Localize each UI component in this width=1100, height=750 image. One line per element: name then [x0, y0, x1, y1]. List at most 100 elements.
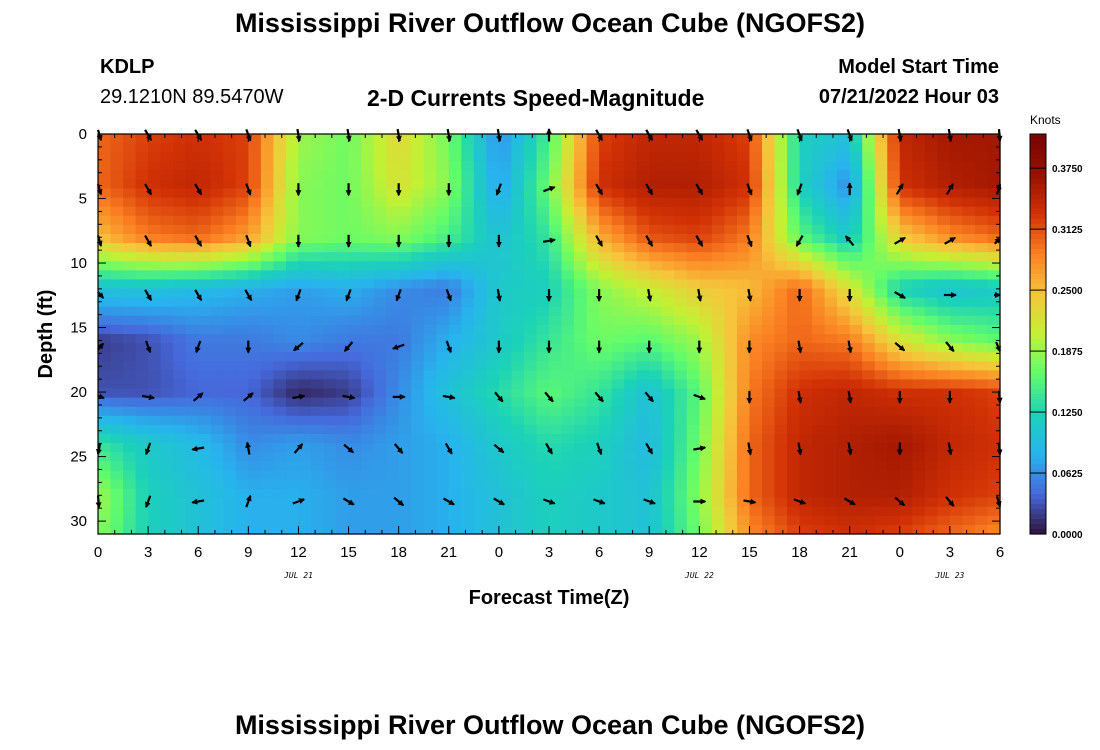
- heatmap-cell: [235, 515, 249, 526]
- heatmap-cell: [373, 406, 387, 417]
- heatmap-cell: [523, 524, 538, 535]
- heatmap-cell: [724, 315, 738, 326]
- heatmap-cell: [974, 397, 989, 408]
- heatmap-cell: [336, 170, 350, 181]
- heatmap-cell: [799, 434, 813, 444]
- heatmap-cell: [686, 434, 700, 444]
- heatmap-cell: [611, 206, 625, 217]
- heatmap-cell: [887, 243, 901, 253]
- heatmap-cell: [285, 188, 300, 199]
- heatmap-cell: [386, 315, 400, 326]
- heatmap-cell: [148, 406, 162, 417]
- heatmap-cell: [210, 288, 224, 299]
- colorbar-segment: [1030, 404, 1046, 410]
- heatmap-cell: [837, 252, 851, 262]
- heatmap-cell: [962, 224, 976, 235]
- heatmap-cell: [761, 261, 776, 271]
- heatmap-cell: [912, 206, 926, 217]
- heatmap-cell: [98, 397, 112, 408]
- heatmap-cell: [298, 197, 312, 208]
- heatmap-cell: [148, 361, 162, 371]
- heatmap-cell: [135, 334, 149, 344]
- heatmap-cell: [260, 506, 274, 517]
- heatmap-cell: [423, 315, 437, 326]
- heatmap-cell: [386, 443, 400, 453]
- heatmap-cell: [674, 261, 688, 271]
- heatmap-cell: [636, 252, 650, 262]
- heatmap-cell: [486, 270, 500, 281]
- heatmap-cell: [423, 461, 437, 471]
- heatmap-cell: [974, 161, 989, 171]
- heatmap-cell: [348, 370, 362, 381]
- heatmap-cell: [599, 252, 613, 262]
- heatmap-cell: [699, 406, 713, 417]
- heatmap-cell: [574, 488, 588, 499]
- heatmap-cell: [661, 161, 675, 171]
- heatmap-cell: [549, 515, 563, 526]
- current-arrow: [97, 291, 105, 299]
- heatmap-cell: [874, 279, 888, 290]
- heatmap-cell: [536, 161, 550, 171]
- heatmap-cell: [987, 470, 1001, 481]
- current-arrow: [142, 394, 155, 401]
- heatmap-cell: [310, 506, 325, 517]
- heatmap-cell: [874, 424, 888, 435]
- heatmap-cell: [787, 343, 801, 353]
- heatmap-cell: [473, 161, 487, 171]
- heatmap-cell: [774, 488, 788, 499]
- heatmap-cell: [285, 370, 300, 381]
- heatmap-cell: [298, 261, 312, 271]
- heatmap-cell: [736, 452, 751, 462]
- heatmap-cell: [812, 488, 826, 499]
- heatmap-cell: [724, 224, 738, 235]
- colorbar-segment: [1030, 199, 1046, 205]
- heatmap-cell: [110, 506, 124, 517]
- heatmap-cell: [386, 179, 400, 190]
- heatmap-cell: [386, 297, 400, 308]
- heatmap-cell: [912, 343, 926, 353]
- heatmap-cell: [98, 334, 112, 344]
- heatmap-cell: [436, 343, 450, 353]
- heatmap-cell: [699, 415, 713, 426]
- heatmap-cell: [611, 506, 625, 517]
- heatmap-cell: [198, 488, 212, 499]
- heatmap-cell: [160, 415, 174, 426]
- heatmap-cell: [749, 279, 763, 290]
- heatmap-cell: [862, 361, 876, 371]
- heatmap-cell: [436, 170, 450, 181]
- plot-subtitle: 2-D Currents Speed-Magnitude: [367, 85, 705, 111]
- heatmap-cell: [423, 215, 437, 226]
- heatmap-cell: [210, 397, 224, 408]
- heatmap-cell: [411, 334, 425, 344]
- heatmap-cell: [298, 188, 312, 199]
- heatmap-cell: [649, 261, 663, 271]
- heatmap-cell: [223, 379, 237, 390]
- heatmap-cell: [574, 379, 588, 390]
- heatmap-cell: [812, 306, 826, 317]
- heatmap-cell: [373, 243, 387, 253]
- heatmap-cell: [949, 188, 964, 199]
- heatmap-cell: [223, 270, 237, 281]
- heatmap-cell: [235, 406, 249, 417]
- heatmap-cell: [486, 161, 500, 171]
- heatmap-cell: [674, 270, 688, 281]
- heatmap-cell: [523, 443, 538, 453]
- heatmap-cell: [423, 424, 437, 435]
- heatmap-cell: [837, 379, 851, 390]
- heatmap-cell: [361, 452, 375, 462]
- heatmap-cell: [761, 243, 776, 253]
- heatmap-cell: [974, 352, 989, 362]
- heatmap-cell: [173, 443, 187, 453]
- colorbar-segment: [1030, 419, 1046, 425]
- heatmap-cell: [298, 424, 312, 435]
- heatmap-cell: [235, 324, 249, 335]
- heatmap-cell: [949, 470, 964, 481]
- heatmap-cell: [511, 224, 525, 235]
- heatmap-cell: [110, 461, 124, 471]
- heatmap-cell: [812, 197, 826, 208]
- heatmap-cell: [561, 334, 575, 344]
- heatmap-cell: [874, 197, 888, 208]
- heatmap-cell: [398, 261, 412, 271]
- heatmap-cell: [361, 315, 375, 326]
- heatmap-cell: [135, 234, 149, 244]
